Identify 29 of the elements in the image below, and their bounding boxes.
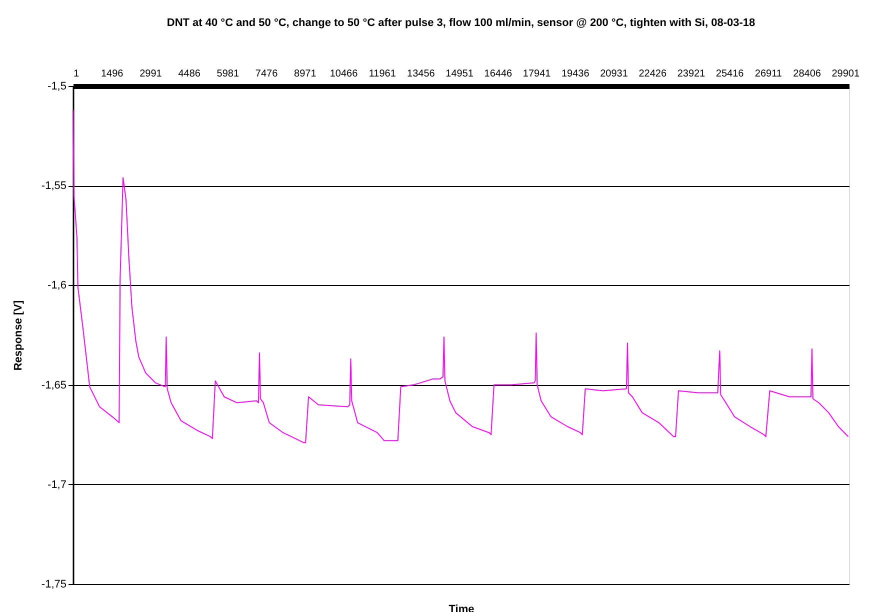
x-tick-label: 1496: [100, 68, 124, 80]
x-tick-label: 8971: [294, 68, 317, 80]
x-tick-label: 25416: [716, 68, 744, 80]
x-tick-label: 23921: [677, 68, 706, 80]
x-tick-label: 20931: [600, 68, 628, 80]
chart-title: DNT at 40 °C and 50 °C, change to 50 °C after pulse 3, flow 100 ml/min, sensor @ 200 °C, tighten with Si, 08-03-18: [166, 17, 756, 29]
x-tick-label: 2991: [140, 68, 162, 80]
x-tick-label: 4486: [178, 68, 201, 80]
y-tick-label: -1,55: [41, 180, 66, 192]
y-tick-label: -1,75: [41, 578, 66, 590]
x-tick-label: 28406: [793, 68, 822, 80]
y-tick-label: -1,6: [48, 280, 66, 292]
x-tick-label: 1: [74, 68, 80, 80]
x-tick-label: 29901: [832, 68, 860, 80]
x-tick-label: 16446: [484, 68, 513, 80]
x-tick-label: 10466: [330, 68, 358, 80]
x-tick-label: 13456: [407, 68, 436, 80]
x-tick-label: 26911: [754, 68, 782, 80]
x-tick-label: 22426: [638, 68, 667, 80]
x-tick-label: 14951: [446, 68, 474, 80]
y-tick-label: -1,7: [48, 478, 66, 491]
y-axis-title: Response [V]: [12, 300, 24, 371]
y-tick-label: -1,5: [48, 80, 66, 92]
x-tick-label: 19436: [561, 68, 590, 80]
x-tick-label: 5981: [216, 68, 240, 80]
x-tick-label: 11961: [368, 68, 396, 80]
y-tick-label: -1,65: [41, 379, 66, 392]
x-tick-label: 17941: [522, 68, 552, 80]
x-tick-label: 7476: [255, 68, 278, 80]
